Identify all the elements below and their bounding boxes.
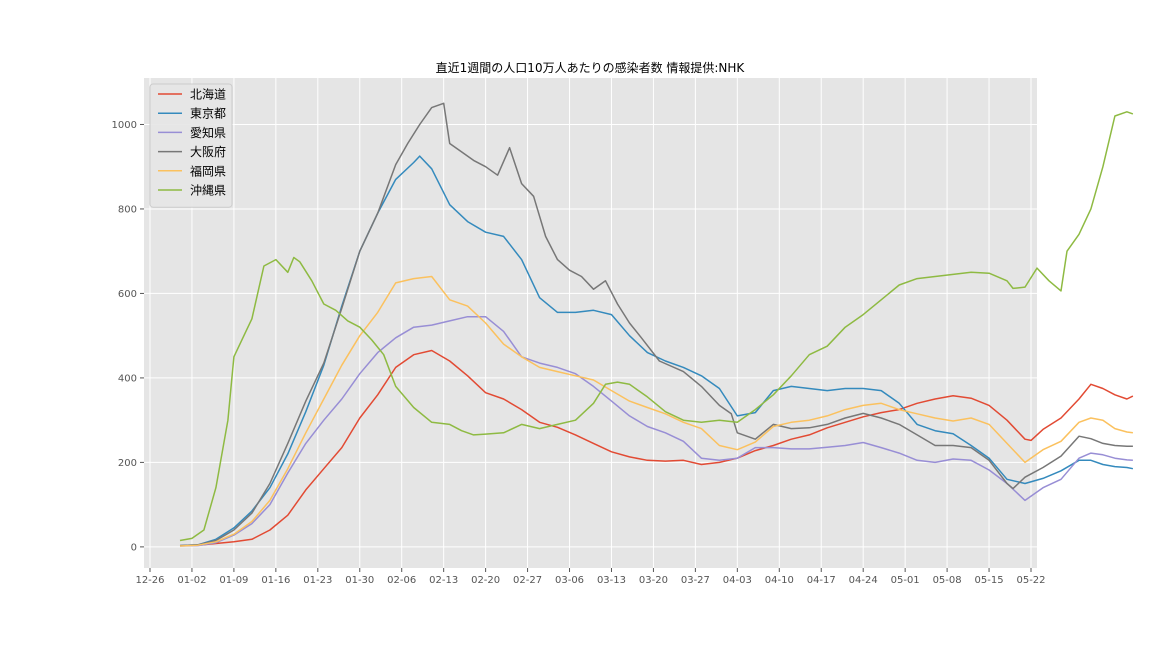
x-tick-label: 01-16: [261, 575, 290, 586]
y-tick-label: 200: [118, 458, 137, 469]
legend-label: 沖縄県: [190, 183, 226, 198]
legend-label: 福岡県: [190, 163, 226, 178]
y-tick-label: 1000: [112, 120, 137, 131]
y-tick-label: 800: [118, 204, 137, 215]
x-tick-label: 05-01: [891, 575, 920, 586]
legend-label: 愛知県: [190, 126, 226, 140]
series-lines: [179, 102, 1134, 547]
x-tick-label: 02-27: [513, 575, 542, 586]
x-tick-label: 02-06: [387, 575, 416, 586]
y-tick-label: 400: [118, 373, 137, 384]
legend-label: 大阪府: [190, 144, 226, 159]
x-tick-label: 05-15: [975, 575, 1004, 586]
y-tick-label: 0: [131, 542, 137, 553]
legend-label: 北海道: [190, 87, 226, 102]
plot-background: [144, 78, 1037, 568]
y-tick-label: 600: [118, 289, 137, 300]
x-tick-label: 03-27: [681, 575, 710, 586]
series-line-6: [179, 111, 1134, 542]
x-tick-label: 05-22: [1016, 575, 1045, 586]
x-tick-label: 04-10: [765, 575, 794, 586]
x-tick-label: 03-20: [639, 575, 668, 586]
x-tick-label: 04-24: [849, 575, 878, 586]
x-tick-label: 03-13: [597, 575, 626, 586]
x-tick-label: 12-26: [135, 575, 164, 586]
x-tick-label: 05-08: [933, 575, 962, 586]
chart-title: 直近1週間の人口10万人あたりの感染者数 情報提供:NHK: [436, 60, 746, 75]
x-tick-label: 04-17: [807, 575, 836, 586]
series-line-5: [179, 275, 1133, 547]
x-tick-label: 03-06: [555, 575, 584, 586]
series-line-3: [179, 315, 1133, 547]
gridlines: [144, 78, 1037, 568]
legend-label: 東京都: [190, 107, 226, 121]
x-tick-label: 02-20: [471, 575, 500, 586]
x-tick-label: 02-13: [429, 575, 458, 586]
legend-box: [149, 83, 233, 208]
x-tick-label: 01-23: [303, 575, 332, 586]
x-tick-label: 01-30: [345, 575, 374, 586]
x-tick-label: 01-02: [177, 575, 206, 586]
series-line-1: [179, 349, 1134, 547]
y-axis: 0 200 400 600 800 1000: [112, 120, 144, 553]
x-tick-label: 01-09: [219, 575, 248, 586]
x-tick-label: 04-03: [723, 575, 752, 586]
series-line-4: [179, 102, 1133, 547]
x-axis: 12-26 01-02 01-09 01-16 01-23 01-30 02-06 02-13…: [135, 568, 1046, 586]
